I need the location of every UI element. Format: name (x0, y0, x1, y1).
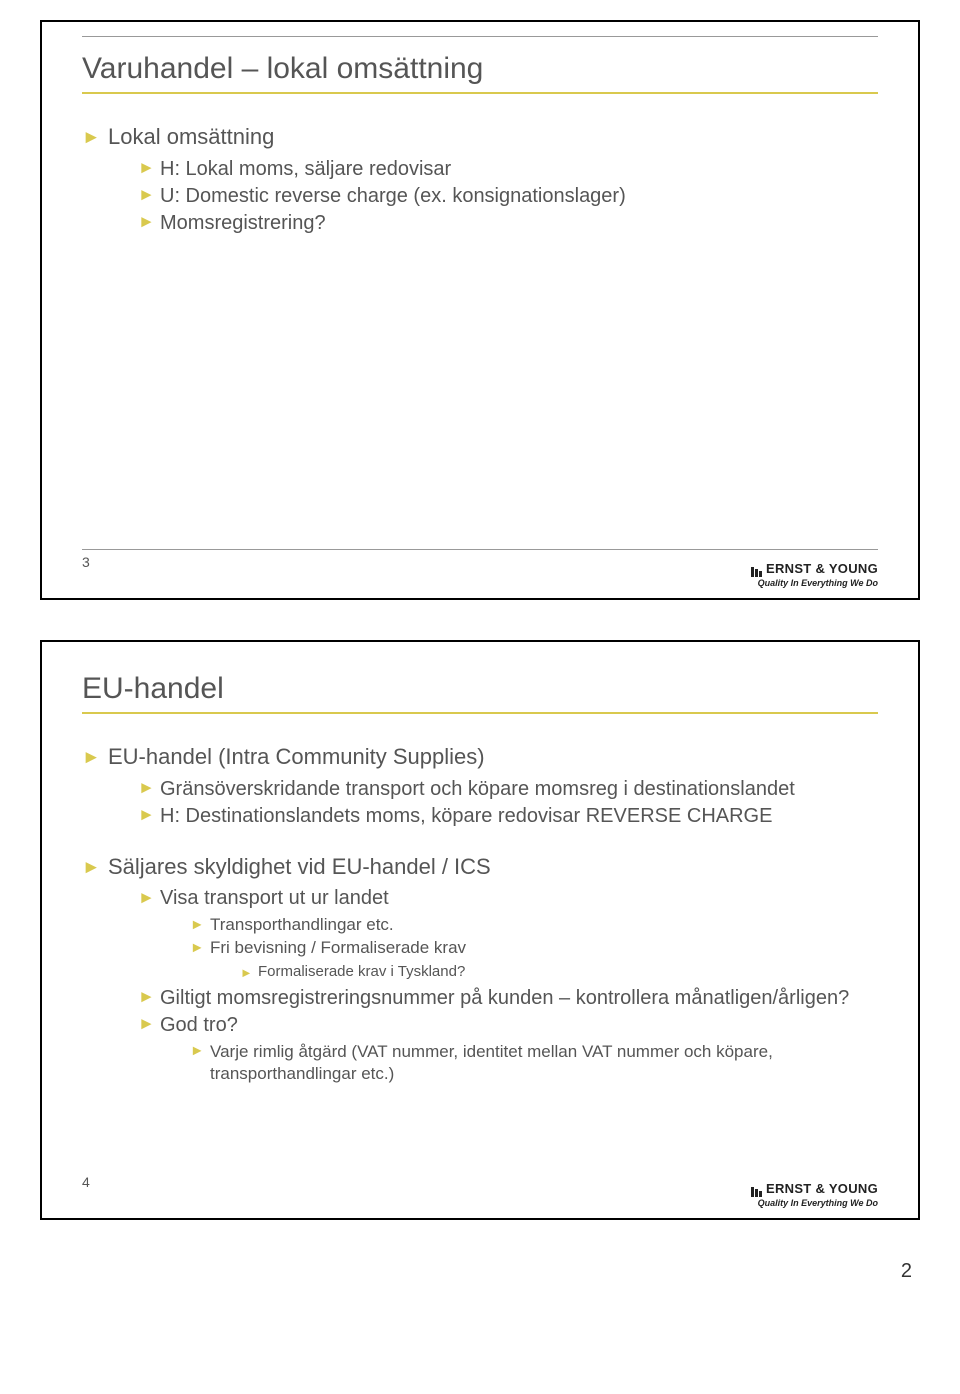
title-underline (82, 92, 878, 94)
logo-bars-icon (751, 562, 763, 577)
top-divider (82, 36, 878, 37)
bullet-item: Transporthandlingar etc. (190, 914, 878, 937)
bullet-sublist: Visa transport ut ur landet Transporthan… (108, 885, 878, 1086)
slide-title: EU-handel (82, 672, 878, 706)
bullet-item: H: Lokal moms, säljare redovisar (138, 156, 878, 183)
bullet-item: Säljares skyldighet vid EU-handel / ICS … (82, 852, 878, 1087)
bullet-sublist: Varje rimlig åtgärd (VAT nummer, identit… (160, 1041, 878, 1087)
bullet-text: God tro? (160, 1014, 238, 1036)
slide-2: EU-handel EU-handel (Intra Community Sup… (40, 640, 920, 1220)
footer-divider (82, 549, 878, 550)
bullet-item: God tro? Varje rimlig åtgärd (VAT nummer… (138, 1012, 878, 1087)
bullet-item: Formaliserade krav i Tyskland? (240, 962, 878, 982)
bullet-item: Visa transport ut ur landet Transporthan… (138, 885, 878, 982)
logo-bars-icon (751, 1182, 763, 1197)
bullet-item: EU-handel (Intra Community Supplies) Grä… (82, 742, 878, 830)
spacer (82, 834, 878, 852)
slide-number: 4 (82, 1174, 90, 1190)
bullet-item: Lokal omsättning H: Lokal moms, säljare … (82, 122, 878, 237)
logo-name: ERNST & YOUNG (751, 1181, 878, 1197)
bullet-sublist: Gränsöverskridande transport och köpare … (108, 776, 878, 830)
bullet-sublist: H: Lokal moms, säljare redovisar U: Dome… (108, 156, 878, 237)
bullet-item: Momsregistrering? (138, 210, 878, 237)
bullet-item: Fri bevisning / Formaliserade krav Forma… (190, 937, 878, 982)
bullet-item: Gränsöverskridande transport och köpare … (138, 776, 878, 803)
bullet-text: Säljares skyldighet vid EU-handel / ICS (108, 854, 491, 879)
bullet-item: H: Destinationslandets moms, köpare redo… (138, 803, 878, 830)
slide-number: 3 (82, 554, 90, 570)
bullet-item: U: Domestic reverse charge (ex. konsigna… (138, 183, 878, 210)
bullet-text: Visa transport ut ur landet (160, 887, 389, 909)
ey-logo: ERNST & YOUNG Quality In Everything We D… (751, 561, 878, 588)
bullet-list: EU-handel (Intra Community Supplies) Grä… (82, 742, 878, 830)
bullet-item: Varje rimlig åtgärd (VAT nummer, identit… (190, 1041, 878, 1087)
logo-tagline: Quality In Everything We Do (751, 578, 878, 588)
logo-tagline: Quality In Everything We Do (751, 1198, 878, 1208)
page-number: 2 (40, 1260, 920, 1283)
bullet-sublist: Transporthandlingar etc. Fri bevisning /… (160, 914, 878, 982)
logo-text: ERNST & YOUNG (766, 1181, 878, 1196)
logo-text: ERNST & YOUNG (766, 561, 878, 576)
bullet-sublist: Formaliserade krav i Tyskland? (210, 962, 878, 982)
slide-1: Varuhandel – lokal omsättning Lokal omsä… (40, 20, 920, 600)
bullet-list: Säljares skyldighet vid EU-handel / ICS … (82, 852, 878, 1087)
bullet-text: Fri bevisning / Formaliserade krav (210, 938, 466, 957)
title-underline (82, 712, 878, 714)
ey-logo: ERNST & YOUNG Quality In Everything We D… (751, 1181, 878, 1208)
bullet-list: Lokal omsättning H: Lokal moms, säljare … (82, 122, 878, 237)
bullet-text: Lokal omsättning (108, 124, 274, 149)
bullet-item: Giltigt momsregistreringsnummer på kunde… (138, 985, 878, 1012)
bullet-text: EU-handel (Intra Community Supplies) (108, 744, 485, 769)
slide-title: Varuhandel – lokal omsättning (82, 52, 878, 86)
page-container: Varuhandel – lokal omsättning Lokal omsä… (0, 0, 960, 1323)
logo-name: ERNST & YOUNG (751, 561, 878, 577)
